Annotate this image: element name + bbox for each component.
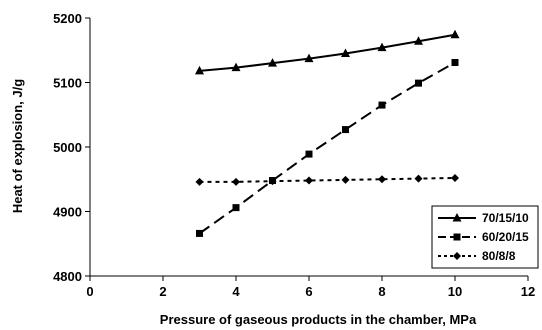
y-axis-title: Heat of explosion, J/g xyxy=(10,79,25,213)
data-point xyxy=(268,58,277,67)
data-point xyxy=(378,101,386,109)
data-point xyxy=(195,177,204,186)
x-tick-label: 4 xyxy=(232,284,240,299)
y-tick-label: 5100 xyxy=(53,76,82,91)
data-point xyxy=(231,62,241,72)
legend-marker xyxy=(453,233,461,241)
data-point xyxy=(451,173,459,182)
x-tick-label: 0 xyxy=(86,284,93,299)
legend-marker xyxy=(453,252,461,260)
y-tick-label: 5200 xyxy=(53,11,82,26)
x-tick-label: 8 xyxy=(378,284,385,299)
x-axis-title: Pressure of gaseous products in the cham… xyxy=(160,312,477,327)
x-tick-label: 12 xyxy=(521,284,535,299)
legend: 70/15/10 60/20/15 80/8/8 xyxy=(431,205,539,269)
x-tick-label: 2 xyxy=(159,284,166,299)
axes: 0 2 4 6 8 10 12 4800 4900 5000 5100 5200 xyxy=(53,11,535,299)
data-point xyxy=(341,48,350,57)
data-point xyxy=(196,229,203,237)
data-point xyxy=(232,177,240,186)
legend-label: 60/20/15 xyxy=(482,230,529,244)
data-point xyxy=(450,29,460,39)
y-tick-label: 4800 xyxy=(53,269,82,284)
data-point xyxy=(415,79,422,87)
data-point xyxy=(268,177,277,186)
y-tick-label: 5000 xyxy=(53,140,82,155)
data-point xyxy=(451,59,459,67)
data-point xyxy=(414,174,423,183)
legend-item: 60/20/15 xyxy=(438,230,529,244)
series xyxy=(196,59,459,237)
series-line xyxy=(199,33,456,72)
data-point xyxy=(304,53,314,63)
x-tick-label: 6 xyxy=(305,284,312,299)
legend-item: 80/8/8 xyxy=(438,249,516,263)
data-point xyxy=(305,150,313,158)
series-line xyxy=(198,61,456,235)
data-point xyxy=(195,65,204,75)
series-line xyxy=(199,176,456,183)
legend-label: 70/15/10 xyxy=(482,211,529,225)
series xyxy=(195,173,459,186)
data-point xyxy=(342,126,349,134)
legend-marker xyxy=(452,213,462,222)
y-tick-label: 4900 xyxy=(53,205,82,220)
data-point xyxy=(341,175,350,184)
data-point xyxy=(414,36,423,45)
x-tick-label: 10 xyxy=(448,284,462,299)
series xyxy=(195,29,460,75)
legend-item: 70/15/10 xyxy=(438,211,529,225)
legend-label: 80/8/8 xyxy=(482,249,516,263)
data-point xyxy=(378,175,386,184)
data-point xyxy=(232,204,240,212)
series-layer xyxy=(195,29,460,237)
data-point xyxy=(305,176,313,185)
legend-box xyxy=(431,205,539,269)
data-point xyxy=(377,42,387,52)
